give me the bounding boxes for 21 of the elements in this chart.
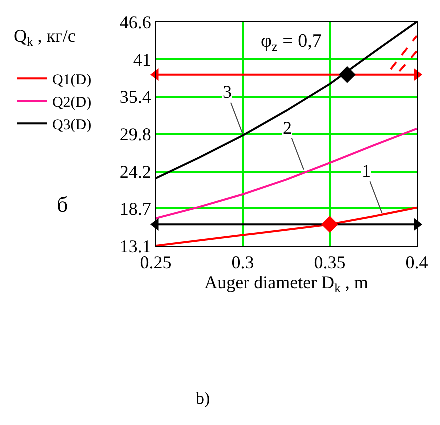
y-tick-label: 18.7 [120, 198, 152, 219]
y-tick-label: 35.4 [120, 87, 152, 108]
line-series [156, 206, 417, 246]
legend-label: Q1(D) [52, 72, 92, 88]
text: b) [196, 389, 210, 408]
y-tick-label: 29.8 [120, 124, 152, 145]
annotation: 2 [283, 118, 292, 138]
text: б [57, 192, 68, 217]
y-axis-title: Q$_{k}$ , кг/с [14, 26, 76, 49]
y-tick-label: 41 [133, 50, 152, 70]
legend-label: Q2(D) [52, 94, 92, 111]
annotation: φ$_{z}$ = 0,7 [261, 31, 322, 54]
x-tick-label: 0.35 [314, 252, 346, 273]
x-tick-label: 0.4 [406, 252, 428, 273]
annotation: 3 [223, 82, 232, 102]
x-tick-label: 0.3 [232, 252, 254, 273]
y-tick-label: 46.6 [120, 12, 152, 32]
legend-label: Q3(D) [52, 117, 92, 134]
x-axis-title: Auger diameter D$_{k}$ , m [204, 272, 368, 296]
y-tick-label: 24.2 [120, 162, 152, 182]
annotation: 1 [362, 161, 371, 181]
